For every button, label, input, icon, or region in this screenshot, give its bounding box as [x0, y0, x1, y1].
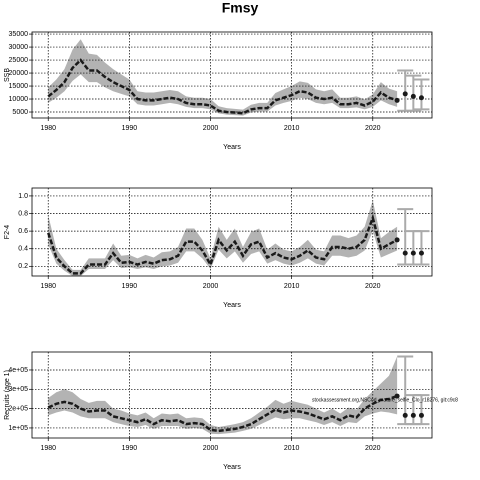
y-tick-label: 1e+05	[8, 425, 28, 432]
forecast-point	[418, 95, 424, 101]
x-tick-label: 1990	[122, 125, 138, 132]
x-axis-label: Years	[223, 464, 241, 471]
x-tick-label: 2000	[203, 283, 219, 290]
y-tick-label: 4e+05	[8, 367, 28, 374]
plot-frame	[31, 31, 433, 119]
x-tick-label: 2010	[284, 283, 300, 290]
y-axis-label: Recruits (age 1)	[4, 370, 11, 420]
annotation: stockassessment.org,NSCod_mature_selfie_…	[312, 397, 458, 403]
estimate-line	[47, 394, 398, 433]
confidence-band	[48, 200, 398, 276]
last-point	[394, 97, 400, 103]
y-tick-label: 30000	[9, 44, 29, 51]
y-tick-label: 25000	[9, 57, 29, 64]
forecast-point	[410, 412, 416, 418]
plot-frame	[31, 187, 433, 277]
y-axis-label: SSB	[4, 68, 11, 82]
x-tick-label: 2020	[365, 445, 381, 452]
x-tick-label: 2020	[365, 125, 381, 132]
x-tick-label: 1980	[40, 125, 56, 132]
y-tick-label: 15000	[9, 83, 29, 90]
x-tick-label: 2000	[203, 445, 219, 452]
x-tick-label: 1980	[40, 283, 56, 290]
y-tick-label: 0.2	[18, 263, 28, 270]
x-tick-label: 2000	[203, 125, 219, 132]
forecast-point	[410, 250, 416, 256]
figure-title: Fmsy	[222, 0, 259, 16]
confidence-band	[48, 39, 398, 116]
forecast-point	[410, 93, 416, 99]
panel: 1980 1990 2000 2010 2020 1e+05 2e+05 3e+05 4e+05…	[4, 351, 458, 471]
x-axis-label: Years	[223, 144, 241, 151]
x-tick-label: 1990	[122, 445, 138, 452]
x-tick-label: 2010	[284, 445, 300, 452]
y-tick-label: 35000	[9, 31, 29, 38]
y-tick-label: 5000	[12, 109, 28, 116]
x-axis-label: Years	[223, 302, 241, 309]
forecast-point	[402, 250, 408, 256]
y-tick-label: 0.6	[18, 228, 28, 235]
panel: 1980 1990 2000 2010 2020 5000 10000 15000 20000 2…	[4, 31, 433, 151]
forecast-point	[418, 412, 424, 418]
x-tick-label: 1990	[122, 283, 138, 290]
y-tick-label: 10000	[9, 96, 29, 103]
x-tick-label: 2020	[365, 283, 381, 290]
y-tick-label: 20000	[9, 70, 29, 77]
y-tick-label: 3e+05	[8, 386, 28, 393]
x-tick-label: 1980	[40, 445, 56, 452]
forecast-point	[402, 91, 408, 97]
last-point	[394, 393, 400, 399]
y-tick-label: 0.4	[18, 246, 28, 253]
estimate-line	[47, 213, 398, 275]
y-axis-label: F2-4	[4, 225, 11, 240]
confidence-band	[48, 356, 398, 435]
forecast-point	[418, 250, 424, 256]
x-tick-label: 2010	[284, 125, 300, 132]
panel: 1980 1990 2000 2010 2020 0.2 0.4 0.6 0.8 1.0 Years…	[4, 187, 433, 309]
y-tick-label: 0.8	[18, 210, 28, 217]
forecast-point	[402, 412, 408, 418]
y-tick-label: 1.0	[18, 193, 28, 200]
y-tick-label: 2e+05	[8, 405, 28, 412]
plot-frame	[31, 351, 433, 439]
last-point	[394, 237, 400, 243]
